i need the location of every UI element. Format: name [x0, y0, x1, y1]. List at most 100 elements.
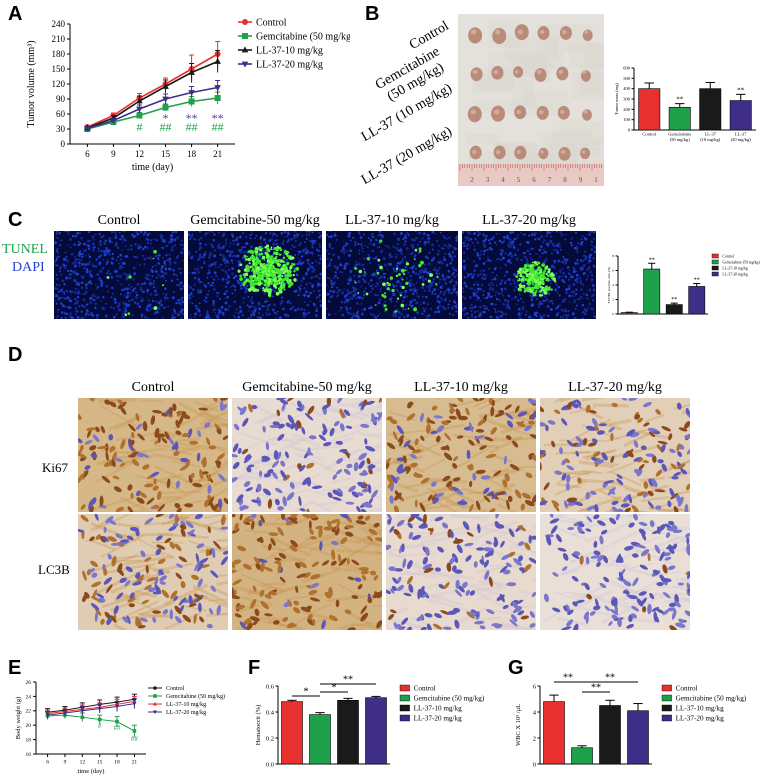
dapi-nucleus	[509, 283, 512, 286]
dapi-nucleus	[583, 236, 587, 240]
tissue-fiber	[429, 477, 468, 484]
dapi-nucleus	[363, 233, 365, 236]
dapi-nucleus	[247, 295, 250, 298]
dapi-nucleus	[467, 243, 470, 246]
dapi-nucleus	[395, 264, 399, 267]
dapi-nucleus	[308, 251, 311, 254]
dapi-nucleus	[280, 232, 284, 235]
dapi-nucleus	[57, 290, 61, 293]
dapi-nucleus	[490, 286, 493, 289]
dapi-nucleus	[455, 306, 458, 310]
cell-nucleus	[414, 438, 419, 446]
dapi-nucleus	[68, 276, 72, 280]
dapi-nucleus	[412, 288, 416, 291]
dapi-nucleus	[576, 298, 580, 301]
cell-nucleus	[243, 455, 252, 464]
dapi-nucleus	[194, 312, 198, 316]
tissue-fiber	[492, 469, 515, 473]
cell-nucleus	[89, 505, 94, 512]
cell-nucleus	[86, 427, 96, 432]
cell-nucleus	[376, 589, 382, 599]
cell-nucleus	[335, 599, 340, 608]
dapi-nucleus	[377, 233, 381, 237]
dapi-nucleus	[149, 283, 152, 286]
dapi-nucleus	[87, 253, 90, 256]
cell-nucleus	[174, 441, 179, 451]
cell-nucleus	[174, 543, 182, 552]
dapi-nucleus	[247, 309, 250, 312]
dapi-nucleus	[100, 279, 103, 283]
dapi-nucleus	[522, 301, 525, 303]
dapi-nucleus	[160, 265, 164, 269]
dapi-nucleus	[462, 231, 465, 234]
cell-nucleus	[135, 413, 140, 422]
dapi-nucleus	[413, 256, 416, 259]
dapi-nucleus	[396, 280, 399, 284]
cell-nucleus	[506, 499, 510, 510]
dapi-nucleus	[152, 279, 156, 283]
dapi-nucleus	[311, 286, 314, 289]
cell-nucleus	[503, 455, 507, 465]
tissue-background	[78, 514, 228, 630]
dapi-nucleus	[423, 263, 427, 266]
dapi-nucleus	[531, 258, 533, 261]
cell-nucleus	[105, 584, 113, 594]
cell-nucleus	[620, 398, 627, 401]
tissue-fiber	[134, 589, 157, 599]
cell-nucleus	[337, 488, 344, 495]
dapi-nucleus	[107, 270, 110, 273]
dapi-nucleus	[282, 240, 285, 243]
cell-nucleus	[199, 469, 204, 480]
cell-nucleus	[174, 502, 181, 509]
cell-nucleus	[155, 548, 162, 556]
cell-nucleus	[252, 585, 257, 592]
dapi-nucleus	[304, 251, 308, 255]
dapi-nucleus	[592, 288, 596, 292]
dapi-nucleus	[189, 301, 191, 304]
dapi-nucleus	[462, 303, 464, 305]
cell-nucleus	[289, 545, 298, 552]
cell-nucleus	[140, 550, 146, 558]
dapi-nucleus	[573, 299, 576, 302]
cell-nucleus	[139, 491, 147, 498]
dapi-nucleus	[193, 231, 195, 233]
tissue-fiber	[554, 480, 588, 496]
cell-nucleus	[433, 415, 443, 419]
dapi-nucleus	[360, 243, 363, 246]
dapi-nucleus	[194, 304, 198, 308]
dapi-nucleus	[334, 312, 337, 315]
dapi-nucleus	[162, 277, 165, 280]
cell-nucleus	[290, 539, 298, 548]
dapi-nucleus	[254, 307, 258, 310]
y-tick-label: 600	[623, 66, 631, 71]
cell-nucleus	[245, 487, 253, 492]
dapi-nucleus	[295, 234, 299, 238]
dapi-nucleus	[454, 291, 457, 293]
tunel-signal	[256, 278, 261, 283]
cell-nucleus	[354, 577, 362, 582]
dapi-nucleus	[448, 243, 451, 246]
tunel-signal	[518, 277, 521, 280]
tissue-fiber	[301, 609, 334, 622]
cell-nucleus	[386, 442, 396, 450]
dapi-nucleus	[258, 286, 262, 290]
dapi-nucleus	[509, 252, 512, 255]
significance-mark: **	[694, 278, 700, 284]
legend-label: Gemcitabine (50 mg/kg)	[256, 32, 350, 43]
dapi-nucleus	[78, 258, 81, 261]
dapi-nucleus	[501, 241, 504, 244]
dapi-nucleus	[230, 259, 234, 262]
cell-nucleus	[468, 480, 473, 488]
cell-nucleus	[360, 423, 370, 428]
dapi-nucleus	[315, 307, 318, 310]
dapi-nucleus	[279, 301, 283, 305]
cell-nucleus	[575, 450, 580, 457]
dapi-nucleus	[170, 248, 174, 252]
dapi-nucleus	[553, 262, 556, 264]
tumor-highlight	[495, 149, 501, 155]
cell-nucleus	[182, 414, 191, 420]
dapi-nucleus	[574, 231, 578, 234]
dapi-nucleus	[433, 232, 436, 235]
dapi-nucleus	[81, 305, 84, 308]
dapi-nucleus	[462, 241, 466, 245]
